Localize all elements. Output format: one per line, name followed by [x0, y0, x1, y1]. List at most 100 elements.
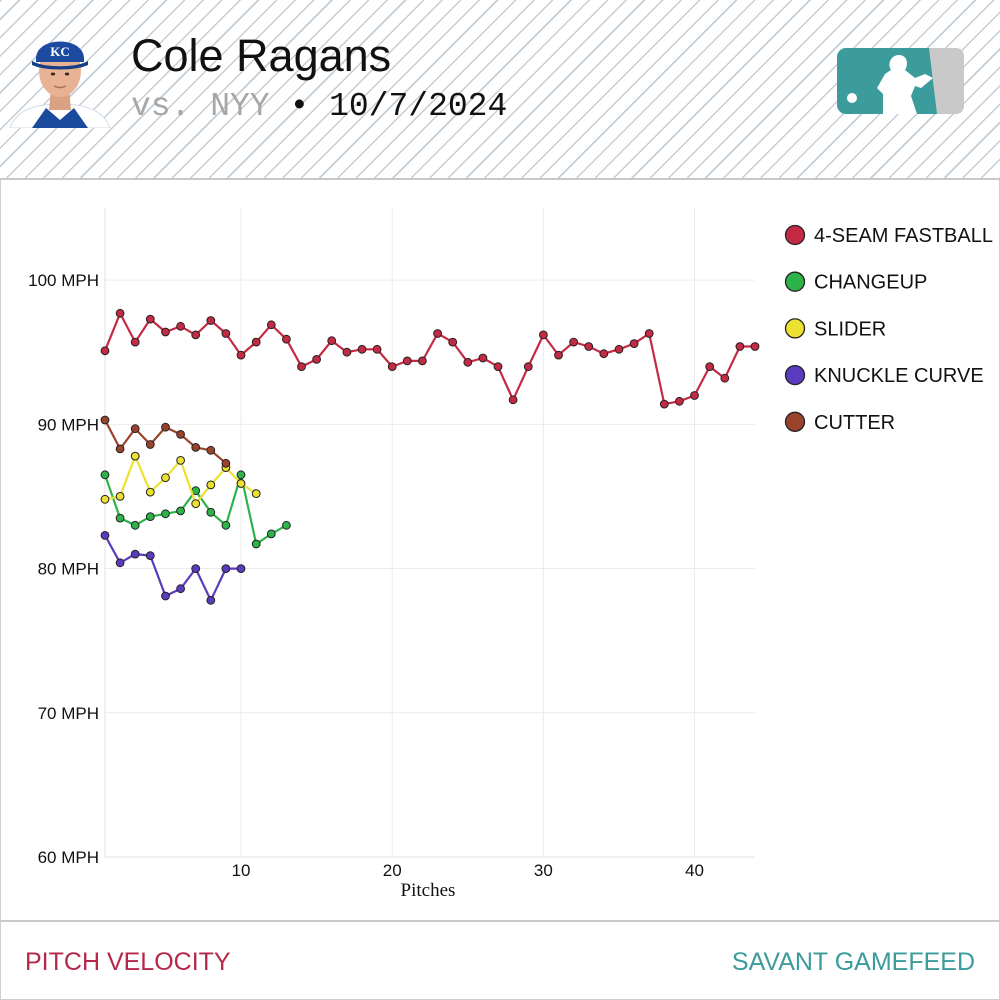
- 4-seam-fastball-point: [569, 337, 578, 347]
- 4-seam-fastball-point: [221, 329, 231, 338]
- slider-point: [115, 492, 125, 501]
- x-tick-label: 30: [534, 861, 553, 880]
- changeup-legend-label: CHANGEUP: [814, 272, 927, 294]
- footer-title: PITCH VELOCITY: [25, 948, 231, 976]
- 4-seam-fastball-point: [644, 329, 654, 338]
- cap-logo: KC: [50, 44, 70, 59]
- slider-point: [130, 451, 140, 461]
- cutter-point: [161, 422, 170, 432]
- changeup-point: [115, 513, 125, 523]
- 4-seam-fastball-point: [599, 349, 609, 359]
- series-layer: [100, 308, 760, 605]
- knuckle-curve-legend-label: KNUCKLE CURVE: [814, 365, 984, 387]
- 4-seam-fastball-point: [206, 316, 216, 325]
- 4-seam-fastball-point: [448, 337, 458, 347]
- slider-legend-marker: [784, 318, 806, 339]
- 4-seam-fastball-point: [523, 362, 533, 372]
- 4-seam-fastball-point: [433, 329, 443, 338]
- 4-seam-fastball-point: [508, 395, 518, 405]
- grid: [105, 208, 755, 858]
- game-subtitle: vs. NYY • 10/7/2024: [131, 88, 507, 125]
- 4-seam-fastball-point: [327, 336, 337, 346]
- y-tick-label: 80 MPH: [38, 560, 99, 579]
- 4-seam-fastball-point: [402, 356, 412, 366]
- slider-point: [206, 480, 216, 490]
- 4-seam-fastball-point: [236, 350, 246, 360]
- 4-seam-fastball-point: [659, 399, 669, 409]
- 4-seam-fastball-point: [176, 321, 186, 331]
- 4-seam-fastball-point: [554, 350, 563, 360]
- knuckle-curve-point: [221, 564, 231, 574]
- changeup-point: [176, 506, 186, 516]
- 4-seam-fastball-point: [387, 362, 397, 372]
- knuckle-curve-point: [236, 564, 246, 574]
- y-tick-label: 70 MPH: [38, 704, 99, 723]
- chart-panel: 100 MPH 90 MPH 80 MPH 70 MPH 60 MPH 10 20 30 40 …: [0, 180, 1000, 920]
- knuckle-curve-point: [100, 531, 110, 540]
- changeup-point: [282, 520, 291, 530]
- footer: PITCH VELOCITY SAVANT GAMEFEED: [0, 920, 1000, 1000]
- 4-seam-fastball-point: [735, 342, 745, 351]
- knuckle-curve-point: [161, 591, 170, 601]
- 4-seam-fastball-point: [705, 362, 715, 372]
- slider-point: [176, 456, 186, 465]
- 4-seam-fastball-point: [493, 362, 503, 372]
- cutter-legend-label: CUTTER: [814, 412, 895, 434]
- cutter-point: [115, 444, 125, 454]
- 4-seam-fastball-point: [342, 347, 352, 357]
- 4-seam-fastball-point: [100, 346, 110, 356]
- changeup-point: [236, 470, 246, 480]
- cutter-point: [221, 458, 231, 468]
- 4-seam-fastball-point: [297, 362, 306, 372]
- 4-seam-fastball-point: [130, 337, 140, 347]
- cutter-point: [176, 430, 186, 439]
- 4-seam-fastball-point: [372, 344, 382, 354]
- changeup-point: [161, 509, 170, 519]
- changeup-point: [221, 520, 231, 530]
- knuckle-curve-point: [130, 549, 140, 559]
- 4-seam-fastball-point: [145, 314, 155, 324]
- 4-seam-fastball-point: [115, 308, 125, 318]
- player-headshot: KC: [9, 41, 111, 128]
- slider-legend-label: SLIDER: [814, 318, 886, 340]
- y-tick-label: 60 MPH: [38, 848, 99, 867]
- opponent-label: vs. NYY: [131, 88, 270, 125]
- changeup-point: [100, 470, 110, 480]
- knuckle-curve-point: [115, 558, 125, 568]
- cutter-point: [100, 415, 110, 425]
- cutter-point: [206, 445, 216, 455]
- cutter-point: [130, 424, 140, 434]
- changeup-point: [130, 520, 140, 530]
- slider-point: [100, 494, 110, 504]
- y-tick-label: 90 MPH: [38, 415, 99, 434]
- slider-point: [161, 473, 170, 483]
- changeup-legend-marker: [784, 271, 806, 292]
- slider-point: [236, 479, 246, 488]
- 4-seam-fastball-point: [357, 344, 367, 354]
- game-date: 10/7/2024: [329, 88, 508, 125]
- footer-brand: SAVANT GAMEFEED: [731, 948, 975, 976]
- chart-legend: 4-SEAM FASTBALL CHANGEUP SLIDER KNUCKLE CUR…: [784, 224, 993, 434]
- 4-seam-fastball-point: [251, 337, 261, 347]
- 4-seam-fastball-point: [675, 396, 684, 406]
- slider-point: [191, 499, 201, 509]
- game-header: KC Cole Ragans vs. NYY • 10/7/2024: [0, 0, 1000, 180]
- knuckle-curve-legend-marker: [784, 364, 806, 386]
- axes: 100 MPH 90 MPH 80 MPH 70 MPH 60 MPH 10 20 30 40: [28, 208, 755, 880]
- 4-seam-fastball-point: [282, 334, 291, 344]
- 4-seam-fastball-point: [191, 330, 201, 340]
- x-tick-label: 20: [383, 861, 402, 880]
- knuckle-curve-point: [206, 595, 216, 605]
- 4-seam-fastball-point: [614, 344, 624, 354]
- cutter-point: [191, 443, 201, 452]
- 4-seam-fastball-legend-marker: [784, 224, 806, 246]
- changeup-point: [145, 512, 155, 522]
- 4-seam-fastball-point: [418, 356, 427, 366]
- 4-seam-fastball-line: [103, 312, 755, 406]
- x-tick-label: 10: [232, 861, 251, 880]
- 4-seam-fastball-point: [750, 342, 760, 351]
- knuckle-curve-line: [104, 534, 241, 602]
- 4-seam-fastball-point: [266, 320, 276, 330]
- 4-seam-fastball-point: [720, 373, 730, 383]
